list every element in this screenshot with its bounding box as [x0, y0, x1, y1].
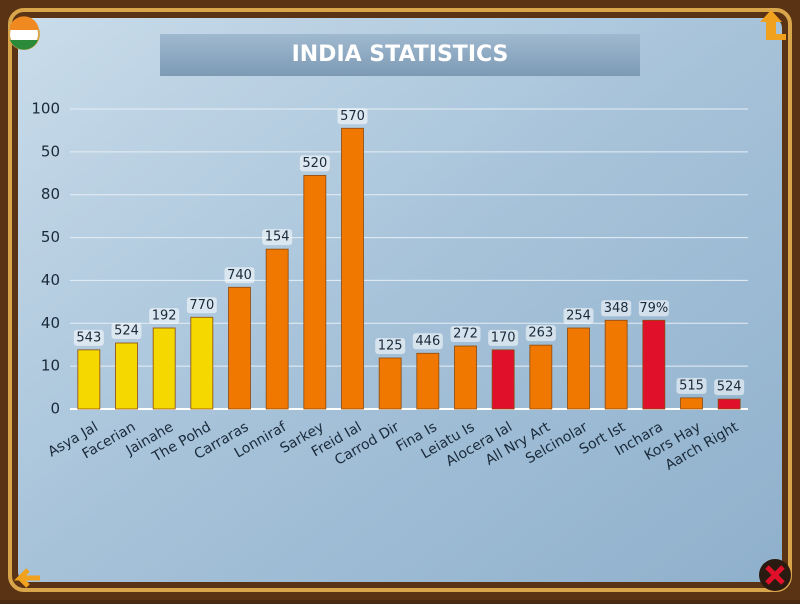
up-button[interactable] — [760, 10, 786, 40]
bar-label: 263 — [528, 326, 553, 341]
bar-label-bg — [563, 308, 594, 324]
bar-label-bg — [638, 300, 669, 317]
bar-label: 524 — [114, 324, 139, 339]
bar-label: 125 — [378, 339, 403, 354]
bar — [190, 316, 214, 410]
chart-title: INDIA STATISTICS — [292, 42, 509, 67]
bar-label: 570 — [340, 109, 365, 124]
y-tick-label: 0 — [50, 400, 60, 418]
bar — [303, 175, 327, 410]
bar — [454, 345, 477, 410]
bar-label: 348 — [604, 301, 629, 316]
bar-label: 446 — [415, 334, 440, 349]
bar-label-bg — [525, 325, 556, 342]
bar — [152, 327, 176, 410]
bar-label: 740 — [227, 268, 252, 283]
flag-saffron — [10, 16, 38, 30]
bar-label-bg — [488, 329, 519, 346]
y-tick-label: 80 — [41, 185, 60, 203]
bar-label: 192 — [152, 309, 177, 324]
bar-label: 154 — [265, 230, 290, 245]
bar-label-bg — [337, 108, 368, 125]
bar-label: 254 — [566, 309, 591, 324]
bar — [265, 248, 289, 410]
y-tick-label: 50 — [41, 142, 60, 160]
bar-label-bg — [111, 323, 142, 339]
bar-label: 79% — [639, 301, 668, 316]
bar-label-bg — [601, 300, 632, 317]
bar — [529, 344, 553, 410]
bar — [680, 397, 703, 410]
bar-label-bg — [714, 379, 745, 396]
bar-label-bg — [224, 267, 255, 284]
bar-label-bg — [73, 329, 104, 346]
panel — [18, 18, 782, 582]
y-tick-label: 100 — [31, 100, 60, 118]
bar-label: 515 — [679, 378, 704, 393]
y-tick-label: 40 — [41, 314, 60, 332]
bar-label-bg — [149, 308, 180, 324]
bar — [567, 327, 590, 410]
bar — [115, 342, 138, 410]
bar-label: 520 — [302, 156, 327, 171]
y-tick-label: 50 — [41, 228, 60, 246]
bar-label: 770 — [189, 298, 214, 313]
close-icon — [765, 565, 785, 585]
bar-label: 272 — [453, 327, 478, 342]
flag-button[interactable] — [8, 16, 40, 50]
bar — [416, 352, 440, 410]
bar-label: 524 — [717, 380, 742, 395]
bar — [228, 286, 251, 410]
title-banner — [160, 34, 640, 76]
y-tick-label: 10 — [41, 357, 60, 375]
bar — [717, 398, 741, 410]
bar — [604, 319, 628, 410]
bar — [341, 127, 364, 410]
bar-label-bg — [450, 326, 481, 342]
bar — [378, 357, 402, 410]
bar — [642, 319, 666, 410]
flag-green — [10, 40, 38, 50]
bar-label: 170 — [491, 330, 516, 345]
back-button[interactable] — [13, 568, 40, 588]
frame-trim — [8, 8, 792, 592]
y-tick-label: 40 — [41, 271, 60, 289]
bar-label: 543 — [76, 330, 101, 345]
bar-label-bg — [676, 377, 707, 394]
bar — [77, 349, 101, 410]
bar-label-bg — [262, 229, 293, 246]
bar-label-bg — [299, 155, 330, 172]
bar — [491, 349, 515, 410]
bar-label-bg — [375, 338, 406, 354]
close-button[interactable] — [759, 559, 791, 591]
bar-label-bg — [186, 297, 217, 314]
bar-label-bg — [412, 333, 443, 350]
